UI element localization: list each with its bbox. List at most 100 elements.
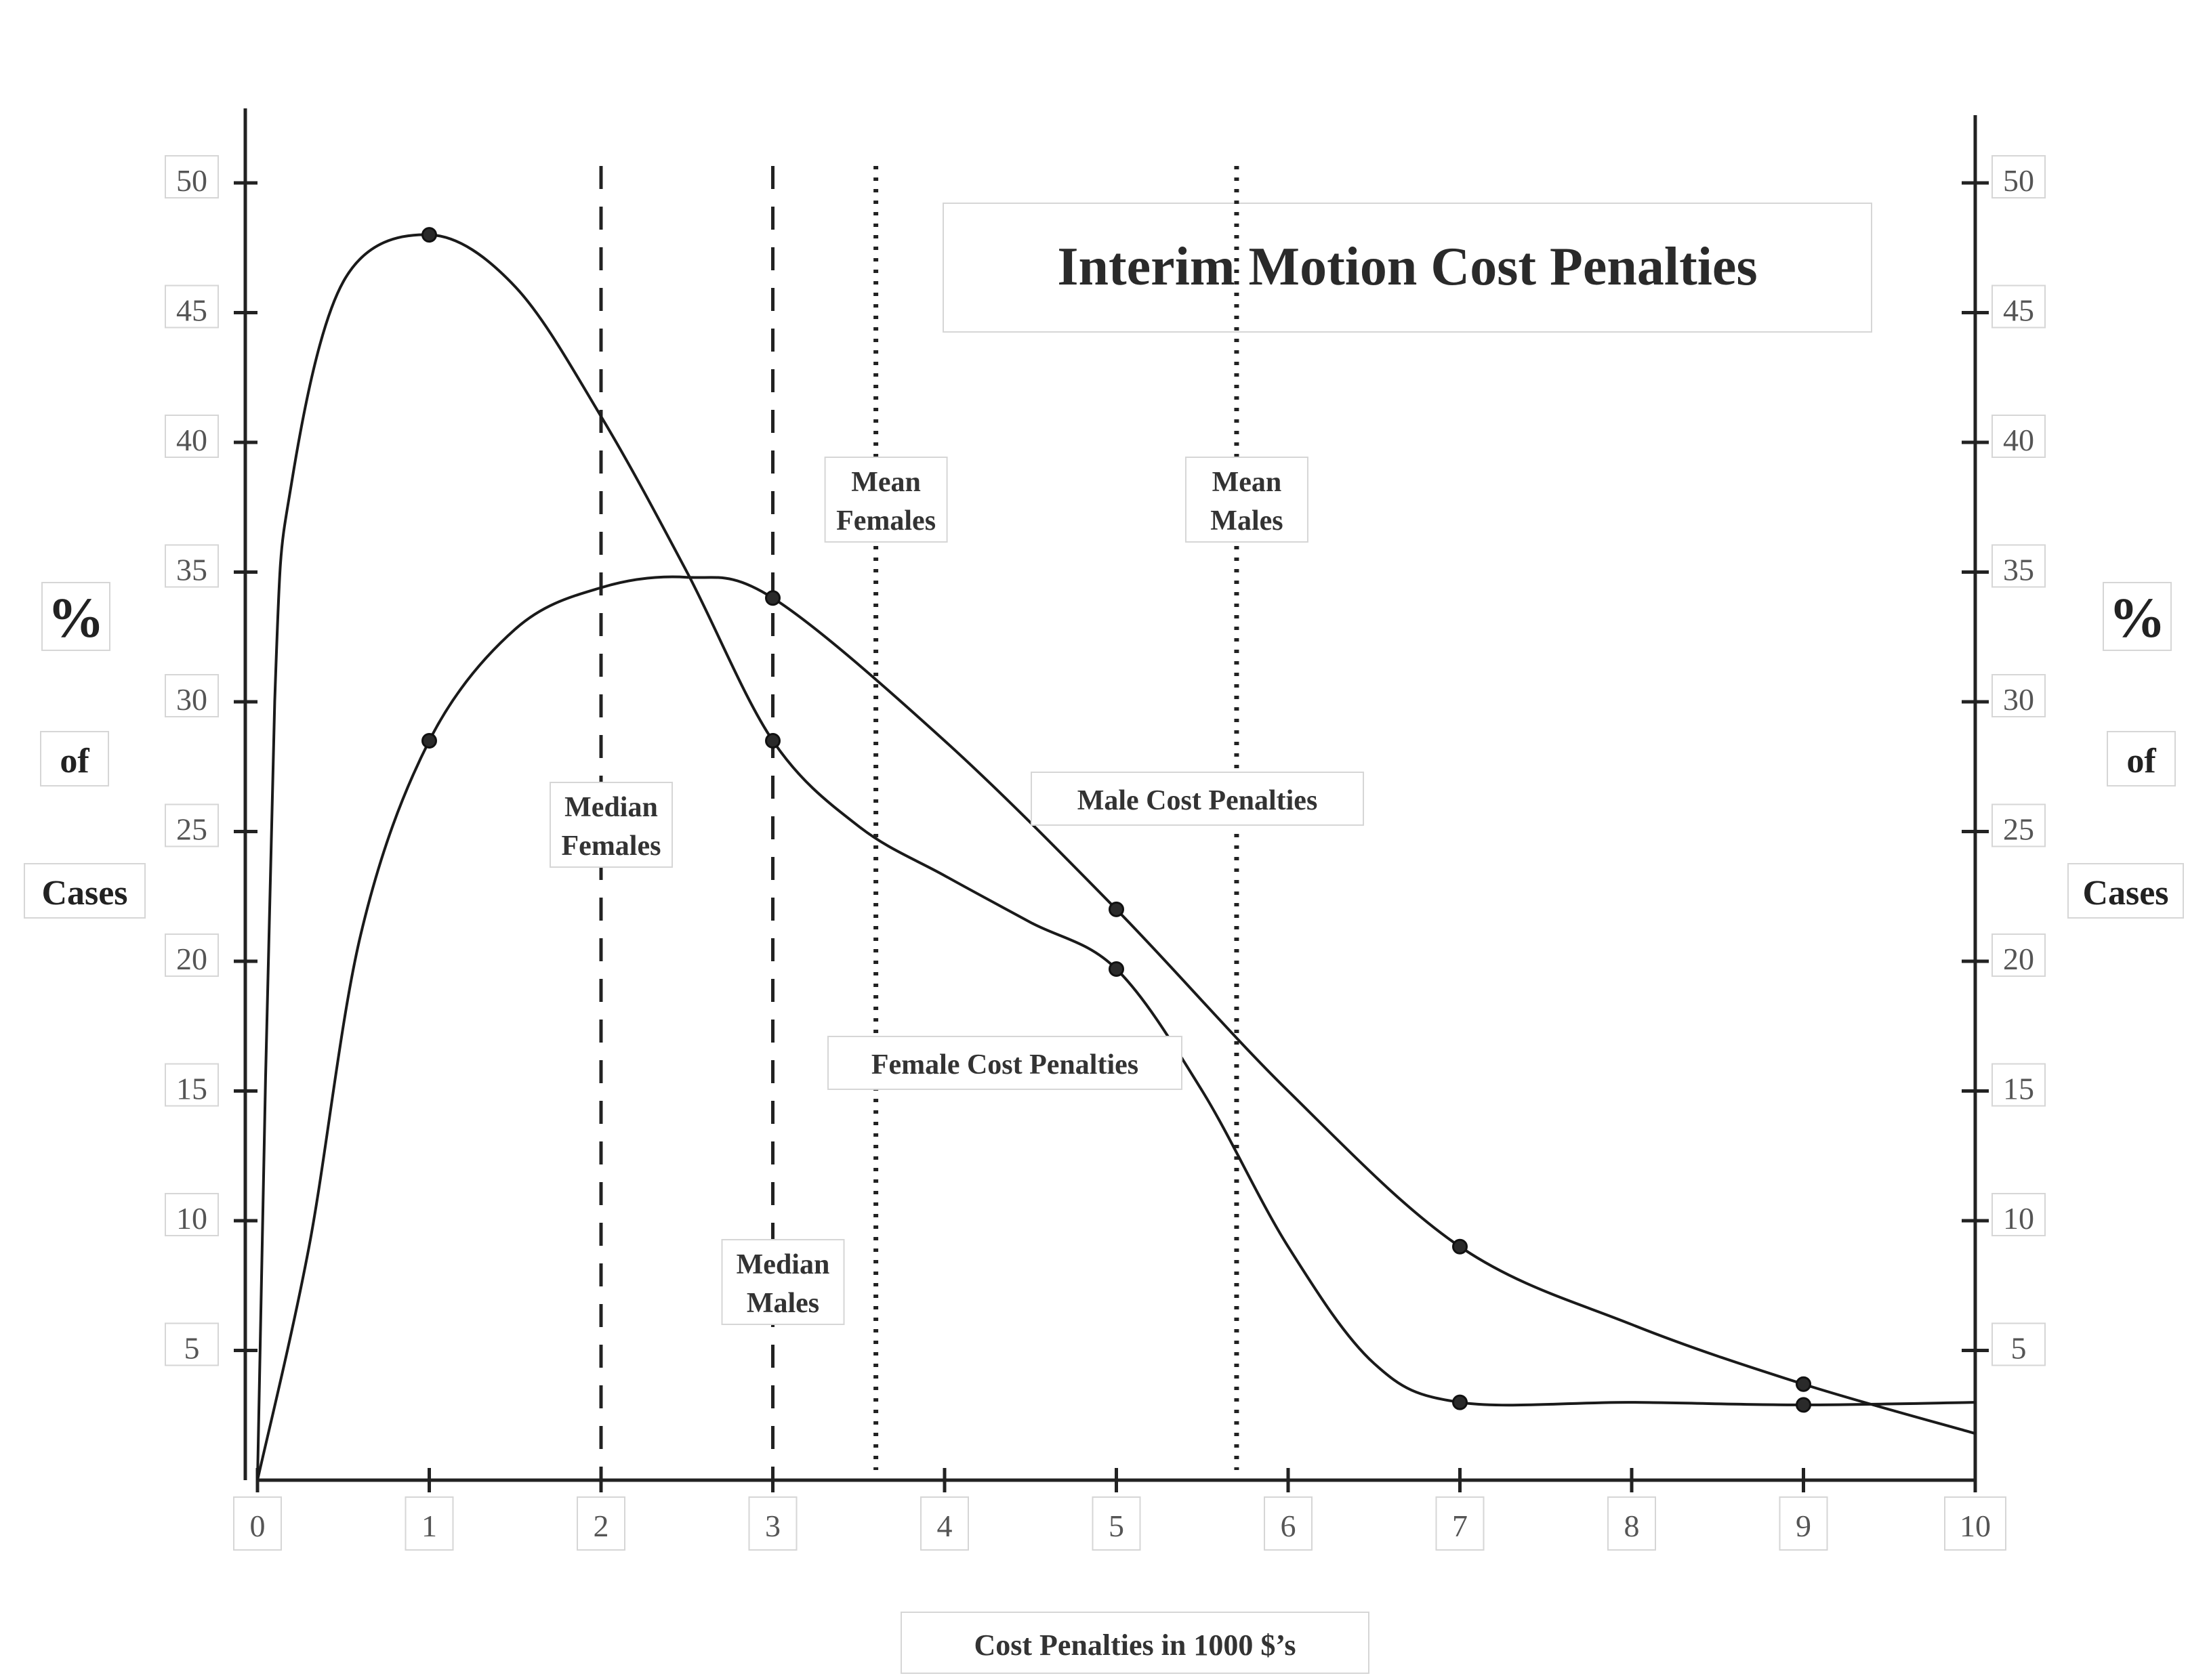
y-tick-box-left (165, 803, 219, 847)
y-tick-box-left (165, 933, 219, 977)
female-cost-penalties-point (421, 227, 437, 243)
x-tick-box (405, 1496, 454, 1551)
male-series-label: Male Cost Penalties (1077, 785, 1318, 816)
right-cases-label: Cases (2082, 874, 2168, 912)
female-cost-penalties-point (765, 732, 781, 749)
x-axis-title-box (901, 1612, 1369, 1674)
y-tick-box-left (165, 674, 219, 717)
y-tick-label-left: 20 (176, 942, 207, 976)
y-tick-box-left (165, 1322, 219, 1366)
x-tick-label: 7 (1452, 1509, 1468, 1543)
x-tick-box (233, 1496, 282, 1551)
right-axis-title: % of Cases (2067, 582, 2184, 919)
female-cost-penalties-line (256, 233, 1976, 1481)
reference-line-label: Females (562, 831, 661, 862)
y-tick-label-left: 50 (176, 163, 207, 198)
x-tick-label: 5 (1109, 1509, 1124, 1543)
reference-label-box (721, 1239, 845, 1325)
right-percent-box (2103, 582, 2172, 651)
y-tick-box-left (165, 415, 219, 458)
x-tick-label: 8 (1624, 1509, 1640, 1543)
y-tick-box-right (1991, 285, 2046, 329)
y-tick-label-left: 15 (176, 1072, 207, 1106)
reference-label-box (824, 457, 948, 543)
y-tick-box-right (1991, 933, 2046, 977)
x-tick-box (1944, 1496, 2006, 1551)
x-tick-box (1607, 1496, 1656, 1551)
y-tick-box-right (1991, 1193, 2046, 1236)
y-tick-label-right: 45 (2003, 293, 2034, 328)
x-tick-box (577, 1496, 625, 1551)
x-tick-label: 4 (937, 1509, 953, 1543)
female-label-box (827, 1036, 1182, 1090)
series-group (256, 227, 1976, 1481)
reference-line-label: Mean (1212, 467, 1282, 498)
chart-title: Interim Motion Cost Penalties (1057, 237, 1757, 297)
x-tick-box (1264, 1496, 1313, 1551)
right-percent-label: % (2109, 587, 2166, 650)
y-tick-label-right: 40 (2003, 423, 2034, 457)
y-tick-box-right (1991, 155, 2046, 198)
reference-line-label: Females (836, 505, 936, 537)
left-cases-box (24, 863, 146, 919)
male-cost-penalties-line (256, 575, 1976, 1481)
y-tick-label-right: 15 (2003, 1072, 2034, 1106)
female-cost-penalties-point (1109, 961, 1124, 977)
x-tick-label: 3 (765, 1509, 781, 1543)
reference-label-box (1184, 457, 1308, 543)
left-of-label: of (60, 742, 89, 780)
y-tick-label-left: 35 (176, 553, 207, 587)
x-tick-label: 1 (421, 1509, 437, 1543)
reference-line-label: Median (564, 792, 658, 823)
y-tick-label-left: 5 (184, 1331, 200, 1366)
y-tick-box-right (1991, 803, 2046, 847)
y-tick-label-right: 20 (2003, 942, 2034, 976)
left-percent-label: % (47, 587, 104, 650)
x-tick-box (1092, 1496, 1141, 1551)
reference-line-label: Males (747, 1288, 819, 1319)
male-cost-penalties-point (1109, 901, 1124, 917)
y-tick-label-right: 5 (2011, 1331, 2027, 1366)
female-cost-penalties-point (1796, 1397, 1811, 1413)
y-tick-label-right: 25 (2003, 812, 2034, 847)
left-cases-label: Cases (41, 874, 127, 912)
x-tick-box (920, 1496, 969, 1551)
male-cost-penalties-point (421, 732, 437, 749)
x-tick-label: 10 (1960, 1509, 1991, 1543)
reference-line-label: Median (737, 1249, 830, 1280)
left-of-box (40, 731, 109, 786)
right-of-label: of (2126, 742, 2156, 780)
y-tick-label-left: 10 (176, 1201, 207, 1236)
x-tick-box (748, 1496, 798, 1551)
female-cost-penalties-point (1452, 1394, 1468, 1410)
y-tick-box-left (165, 285, 219, 329)
y-tick-box-right (1991, 1063, 2046, 1107)
female-series-label: Female Cost Penalties (871, 1049, 1138, 1080)
y-tick-box-left (165, 1193, 219, 1236)
y-tick-box-left (165, 155, 219, 198)
y-tick-label-left: 40 (176, 423, 207, 457)
y-tick-box-right (1991, 415, 2046, 458)
y-tick-label-right: 50 (2003, 163, 2034, 198)
left-axis-title: % of Cases (24, 582, 146, 919)
y-tick-label-left: 45 (176, 293, 207, 328)
y-tick-label-left: 30 (176, 682, 207, 717)
y-tick-box-right (1991, 1322, 2046, 1366)
x-tick-label: 6 (1281, 1509, 1296, 1543)
x-tick-label: 0 (250, 1509, 266, 1543)
reference-label-box (550, 782, 673, 868)
x-tick-box (1435, 1496, 1485, 1551)
male-cost-penalties-point (765, 590, 781, 606)
title-box (943, 203, 1872, 333)
right-cases-box (2067, 863, 2184, 919)
y-tick-label-left: 25 (176, 812, 207, 847)
y-tick-box-right (1991, 544, 2046, 588)
x-tick-box (1779, 1496, 1828, 1551)
reference-line-label: Males (1210, 505, 1283, 537)
y-tick-box-left (165, 1063, 219, 1107)
x-tick-label: 9 (1796, 1509, 1811, 1543)
x-tick-label: 2 (594, 1509, 609, 1543)
reference-lines: Median Females Median Males Mean Females Mean M… (550, 166, 1308, 1470)
